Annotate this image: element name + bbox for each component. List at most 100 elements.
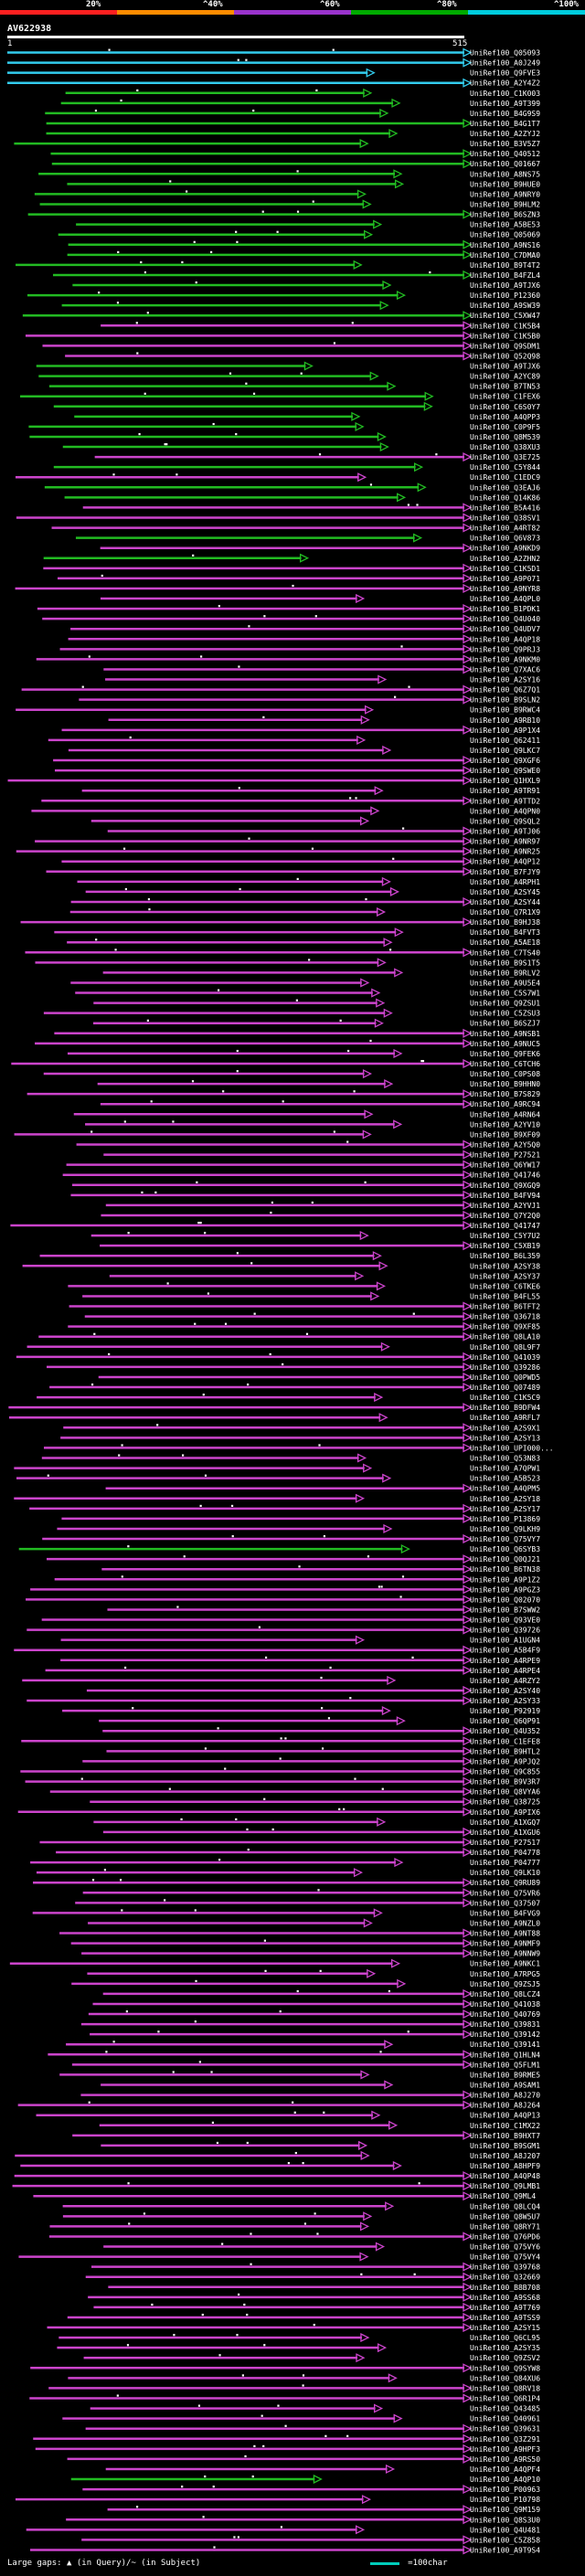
hit-label[interactable]: UniRef100_Q53N83: [470, 1455, 540, 1463]
hit-label[interactable]: UniRef100_Q9LK10: [470, 1869, 540, 1877]
hit-label[interactable]: UniRef100_Q6QP91: [470, 1717, 540, 1725]
hit-label[interactable]: UniRef100_Q39726: [470, 1627, 540, 1635]
hit-label[interactable]: UniRef100_B4G1T7: [470, 120, 540, 128]
hit-label[interactable]: UniRef100_B9HJ38: [470, 918, 540, 927]
hit-label[interactable]: UniRef100_A8J270: [470, 2092, 540, 2100]
hit-label[interactable]: UniRef100_A9NZL0: [470, 1919, 540, 1927]
hit-label[interactable]: UniRef100_A2SY35: [470, 2344, 540, 2352]
hit-label[interactable]: UniRef100_A2SY40: [470, 1687, 540, 1695]
hit-label[interactable]: UniRef100_A4QP10: [470, 2475, 540, 2484]
hit-label[interactable]: UniRef100_Q40961: [470, 2415, 540, 2423]
hit-label[interactable]: UniRef100_Q1HXL9: [470, 777, 540, 785]
hit-label[interactable]: UniRef100_Q9SYW8: [470, 2364, 540, 2372]
hit-label[interactable]: UniRef100_A5B523: [470, 1475, 540, 1483]
hit-label[interactable]: UniRef100_A9TR91: [470, 787, 540, 795]
hit-label[interactable]: UniRef100_A9U5E4: [470, 979, 540, 987]
hit-label[interactable]: UniRef100_B6SZN3: [470, 211, 540, 219]
hit-label[interactable]: UniRef100_A9P1Z2: [470, 1575, 540, 1584]
hit-label[interactable]: UniRef100_Q6Z7Q1: [470, 686, 540, 694]
hit-label[interactable]: UniRef100_B8B708: [470, 2284, 540, 2292]
hit-label[interactable]: UniRef100_Q3EAJ6: [470, 483, 540, 492]
hit-label[interactable]: UniRef100_C5Y7U2: [470, 1232, 540, 1240]
hit-label[interactable]: UniRef100_A9NNW9: [470, 1950, 540, 1958]
hit-label[interactable]: UniRef100_A4QPF4: [470, 2465, 540, 2474]
hit-label[interactable]: UniRef100_B6TFT2: [470, 1303, 540, 1311]
hit-label[interactable]: UniRef100_A9RC94: [470, 1100, 540, 1108]
hit-label[interactable]: UniRef100_A4RPE9: [470, 1657, 540, 1665]
hit-label[interactable]: UniRef100_B4FL55: [470, 1292, 540, 1300]
hit-label[interactable]: UniRef100_P04777: [470, 1859, 540, 1867]
hit-label[interactable]: UniRef100_Q75VY7: [470, 1535, 540, 1543]
hit-label[interactable]: UniRef100_B9HLM2: [470, 201, 540, 209]
hit-label[interactable]: UniRef100_A2SY44: [470, 898, 540, 906]
hit-label[interactable]: UniRef100_A8NS75: [470, 170, 540, 178]
hit-label[interactable]: UniRef100_Q8LCZ4: [470, 1990, 540, 1998]
hit-label[interactable]: UniRef100_A9SS68: [470, 2294, 540, 2302]
hit-label[interactable]: UniRef100_B6SZJ7: [470, 1020, 540, 1028]
hit-label[interactable]: UniRef100_Q39831: [470, 2020, 540, 2029]
hit-label[interactable]: UniRef100_A9NKD9: [470, 545, 540, 553]
hit-label[interactable]: UniRef100_B9SLN2: [470, 696, 540, 705]
hit-label[interactable]: UniRef100_A9RFL7: [470, 1414, 540, 1422]
hit-label[interactable]: UniRef100_B7TN53: [470, 383, 540, 391]
hit-label[interactable]: UniRef100_C6TCH6: [470, 1060, 540, 1068]
hit-label[interactable]: UniRef100_A9NRY0: [470, 190, 540, 198]
hit-label[interactable]: UniRef100_A9NS16: [470, 241, 540, 249]
hit-label[interactable]: UniRef100_Q02070: [470, 1595, 540, 1604]
hit-label[interactable]: UniRef100_UPI000...: [470, 1444, 554, 1452]
hit-label[interactable]: UniRef100_B9HHN0: [470, 1080, 540, 1088]
hit-label[interactable]: UniRef100_A2ZHN2: [470, 555, 540, 563]
hit-label[interactable]: UniRef100_A4QPL0: [470, 595, 540, 603]
hit-label[interactable]: UniRef100_Q9LMB1: [470, 2182, 540, 2190]
hit-label[interactable]: UniRef100_Q7R1X9: [470, 908, 540, 917]
hit-label[interactable]: UniRef100_Q0QJ21: [470, 1555, 540, 1564]
hit-label[interactable]: UniRef100_P13869: [470, 1515, 540, 1523]
hit-label[interactable]: UniRef100_C0P9F5: [470, 423, 540, 431]
hit-label[interactable]: UniRef100_A9PGZ3: [470, 1585, 540, 1594]
hit-label[interactable]: UniRef100_B9V3R7: [470, 1778, 540, 1786]
hit-label[interactable]: UniRef100_B9RME5: [470, 2071, 540, 2079]
hit-label[interactable]: UniRef100_A9HPF3: [470, 2445, 540, 2454]
hit-label[interactable]: UniRef100_C1K5D1: [470, 565, 540, 573]
hit-label[interactable]: UniRef100_Q8S3U0: [470, 2516, 540, 2524]
hit-label[interactable]: UniRef100_A5AE18: [470, 938, 540, 947]
hit-label[interactable]: UniRef100_A8J207: [470, 2152, 540, 2160]
hit-label[interactable]: UniRef100_A9TJ06: [470, 828, 540, 836]
hit-label[interactable]: UniRef100_B9HXT7: [470, 2132, 540, 2140]
hit-label[interactable]: UniRef100_B7FJY9: [470, 868, 540, 876]
hit-label[interactable]: UniRef100_Q6V873: [470, 535, 540, 543]
hit-label[interactable]: UniRef100_C1K5C9: [470, 1394, 540, 1402]
hit-label[interactable]: UniRef100_Q41747: [470, 1222, 540, 1230]
hit-label[interactable]: UniRef100_Q36718: [470, 1313, 540, 1321]
hit-label[interactable]: UniRef100_Q9C855: [470, 1768, 540, 1776]
hit-label[interactable]: UniRef100_A9RB10: [470, 716, 540, 725]
hit-label[interactable]: UniRef100_A9P071: [470, 575, 540, 583]
hit-label[interactable]: UniRef100_P27517: [470, 1839, 540, 1847]
hit-label[interactable]: UniRef100_A2S9X1: [470, 1424, 540, 1432]
hit-label[interactable]: UniRef100_B4G9S9: [470, 110, 540, 118]
hit-label[interactable]: UniRef100_A7QPW1: [470, 1465, 540, 1473]
hit-label[interactable]: UniRef100_A2SY17: [470, 1505, 540, 1513]
hit-label[interactable]: UniRef100_A5B4F9: [470, 1647, 540, 1655]
hit-label[interactable]: UniRef100_Q75VY4: [470, 2253, 540, 2262]
hit-label[interactable]: UniRef100_C1EDC9: [470, 473, 540, 482]
hit-label[interactable]: UniRef100_Q3Z291: [470, 2435, 540, 2443]
hit-label[interactable]: UniRef100_B5A416: [470, 504, 540, 512]
hit-label[interactable]: UniRef100_B9RLV2: [470, 969, 540, 977]
hit-label[interactable]: UniRef100_Q9SWE0: [470, 767, 540, 775]
hit-label[interactable]: UniRef100_A4QPP3: [470, 413, 540, 421]
hit-label[interactable]: UniRef100_A9NKC1: [470, 1960, 540, 1968]
hit-label[interactable]: UniRef100_B9S1T5: [470, 959, 540, 967]
hit-label[interactable]: UniRef100_Q7XAC6: [470, 665, 540, 673]
hit-label[interactable]: UniRef100_Q39286: [470, 1363, 540, 1372]
hit-label[interactable]: UniRef100_A2SY33: [470, 1697, 540, 1705]
hit-label[interactable]: UniRef100_Q76PD6: [470, 2232, 540, 2241]
hit-label[interactable]: UniRef100_Q4U352: [470, 1727, 540, 1735]
hit-label[interactable]: UniRef100_B9RWC4: [470, 706, 540, 715]
hit-label[interactable]: UniRef100_Q9PRJ3: [470, 645, 540, 653]
hit-label[interactable]: UniRef100_A2SY37: [470, 1272, 540, 1280]
hit-label[interactable]: UniRef100_A9NMF9: [470, 1940, 540, 1948]
hit-label[interactable]: UniRef100_Q41038: [470, 2000, 540, 2009]
hit-label[interactable]: UniRef100_A2Y4Z2: [470, 80, 540, 88]
hit-label[interactable]: UniRef100_B7SWW2: [470, 1606, 540, 1614]
